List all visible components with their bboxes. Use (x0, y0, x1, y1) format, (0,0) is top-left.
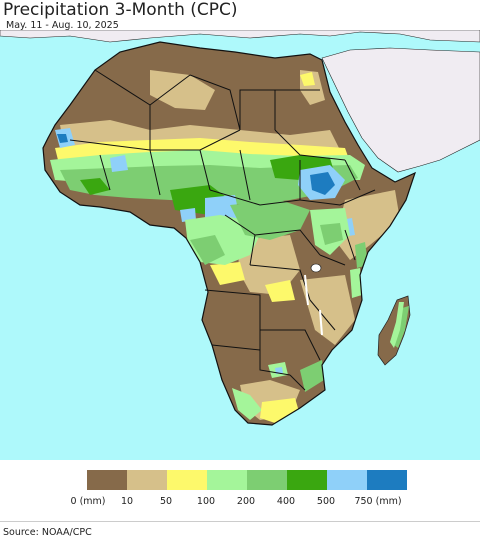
legend-swatch-1 (127, 470, 167, 490)
lake-victoria (310, 263, 322, 273)
map-title: Precipitation 3-Month (CPC) (3, 0, 238, 20)
legend-label-7: 750 (mm) (354, 496, 402, 507)
legend-label-6: 500 (316, 496, 336, 507)
lake-malawi (319, 309, 323, 336)
legend-label-3: 100 (196, 496, 216, 507)
lake-tanganyika (304, 274, 309, 306)
footer-divider (0, 521, 480, 522)
legend-label-0: 0 (mm) (70, 496, 106, 507)
europe-landmass (0, 30, 480, 43)
legend-swatch-5 (287, 470, 327, 490)
legend-label-2: 50 (159, 496, 173, 507)
precipitation-map (0, 30, 480, 460)
date-range: May. 11 - Aug. 10, 2025 (6, 20, 119, 31)
color-legend (87, 470, 407, 490)
arabian-peninsula (321, 47, 480, 173)
legend-swatch-7 (367, 470, 407, 490)
legend-swatch-3 (207, 470, 247, 490)
source-credit: Source: NOAA/CPC (3, 527, 92, 538)
legend-swatch-4 (247, 470, 287, 490)
legend-label-4: 200 (236, 496, 256, 507)
legend-label-1: 10 (120, 496, 134, 507)
legend-swatch-6 (327, 470, 367, 490)
legend-label-5: 400 (276, 496, 296, 507)
legend-swatch-2 (167, 470, 207, 490)
madagascar-east-rain-light (390, 302, 404, 348)
legend-labels: 0 (mm) 10 50 100 200 400 500 750 (mm) (0, 496, 480, 510)
legend-swatch-0 (87, 470, 127, 490)
